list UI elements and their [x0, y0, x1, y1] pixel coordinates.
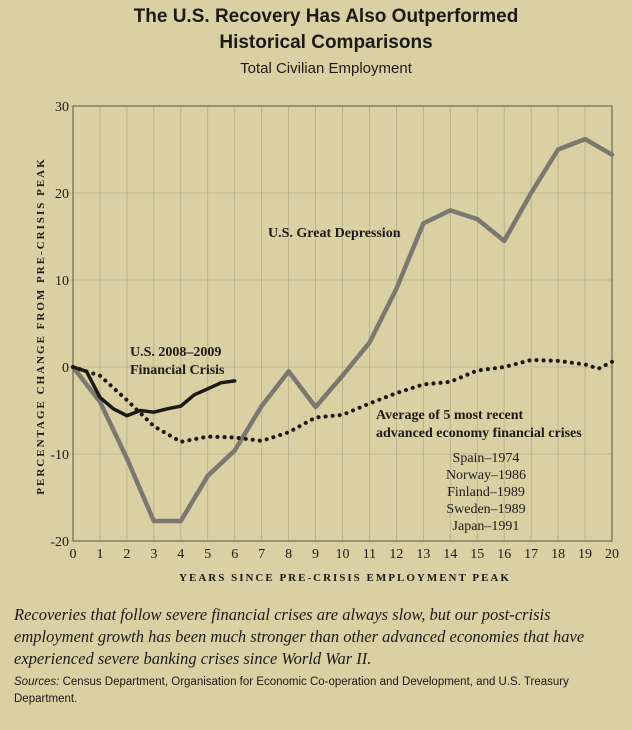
y-tick-5: -20 — [50, 535, 69, 550]
x-tick-3: 3 — [150, 547, 157, 562]
sources-note: Sources: Census Department, Organisation… — [14, 674, 622, 708]
x-tick-19: 19 — [578, 547, 592, 562]
x-tick-5: 5 — [204, 547, 211, 562]
x-tick-15: 15 — [470, 547, 484, 562]
series-line-0 — [70, 136, 615, 524]
x-axis-label: YEARS SINCE PRE-CRISIS EMPLOYMENT PEAK — [179, 572, 511, 584]
series-label-average-line2: advanced economy financial crises — [376, 426, 582, 441]
country-sweden: Sweden–1989 — [446, 502, 525, 517]
chart-caption: Recoveries that follow severe financial … — [14, 605, 585, 668]
x-tick-9: 9 — [312, 547, 319, 562]
x-tick-17: 17 — [524, 547, 538, 562]
y-tick-3: 0 — [62, 361, 69, 376]
x-tick-13: 13 — [416, 547, 430, 562]
x-tick-4: 4 — [177, 547, 184, 562]
y-tick-0: 30 — [55, 100, 69, 115]
x-tick-10: 10 — [336, 547, 350, 562]
x-tick-8: 8 — [285, 547, 292, 562]
plot-frame — [72, 105, 613, 542]
sources-label: Sources: — [14, 676, 60, 688]
country-finland: Finland–1989 — [447, 485, 525, 500]
chart-subtitle: Total Civilian Employment — [240, 60, 413, 77]
series-label-2008-line2: Financial Crisis — [130, 363, 225, 378]
series-label-2008-line1: U.S. 2008–2009 — [130, 345, 221, 360]
x-tick-14: 14 — [443, 547, 457, 562]
x-tick-16: 16 — [497, 547, 511, 562]
series-line-2 — [71, 358, 614, 444]
x-tick-0: 0 — [70, 547, 77, 562]
y-tick-1: 20 — [55, 187, 69, 202]
x-tick-1: 1 — [96, 547, 103, 562]
series-label-average-line1: Average of 5 most recent — [376, 408, 524, 423]
x-tick-2: 2 — [123, 547, 130, 562]
series-label-great-depression: U.S. Great Depression — [268, 226, 401, 241]
y-tick-4: -10 — [50, 448, 69, 463]
x-tick-7: 7 — [258, 547, 265, 562]
chart-title-line2: Historical Comparisons — [219, 32, 432, 53]
series-line-1 — [71, 365, 237, 418]
y-axis-label: PERCENTAGE CHANGE FROM PRE-CRISIS PEAK — [35, 157, 47, 494]
x-tick-11: 11 — [363, 547, 376, 562]
x-tick-20: 20 — [605, 547, 619, 562]
x-tick-12: 12 — [389, 547, 403, 562]
country-japan: Japan–1991 — [453, 519, 520, 534]
sources-text: Census Department, Organisation for Econ… — [14, 676, 569, 705]
chart: The U.S. Recovery Has Also Outperformed … — [35, 6, 619, 584]
country-norway: Norway–1986 — [446, 468, 526, 483]
x-tick-6: 6 — [231, 547, 238, 562]
chart-title-line1: The U.S. Recovery Has Also Outperformed — [134, 6, 519, 27]
country-spain: Spain–1974 — [453, 451, 520, 466]
y-tick-2: 10 — [55, 274, 69, 289]
x-tick-18: 18 — [551, 547, 565, 562]
